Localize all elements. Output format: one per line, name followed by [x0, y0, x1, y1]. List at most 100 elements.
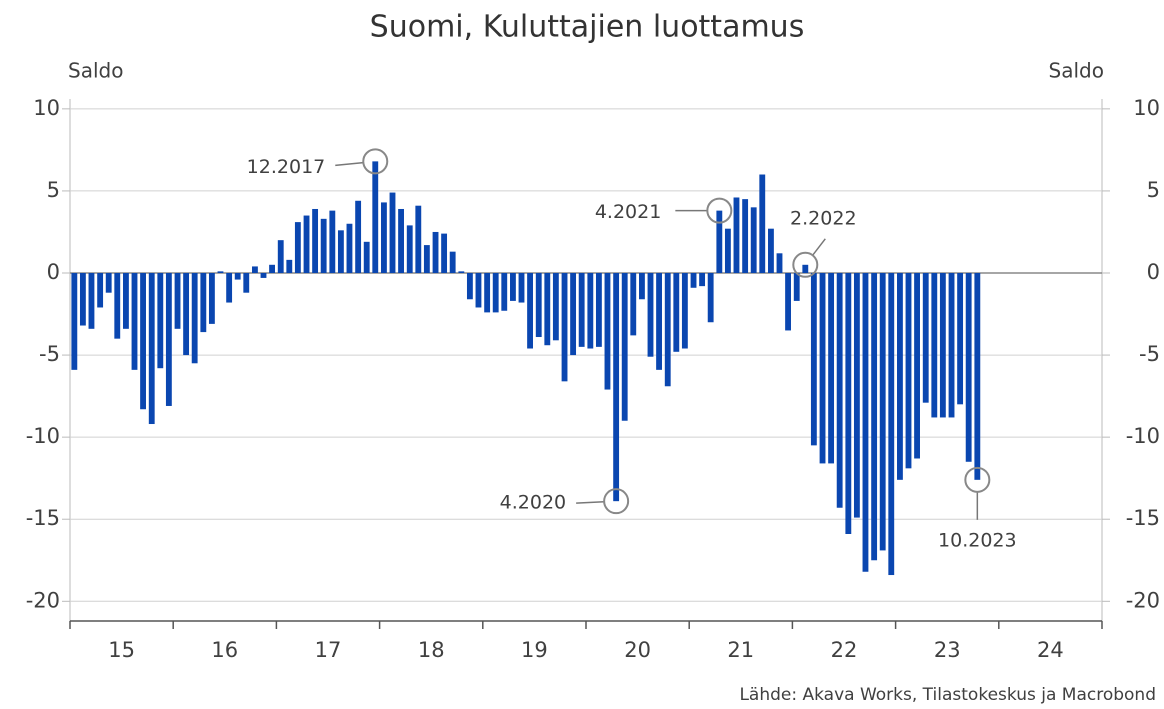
annotation-circle — [362, 148, 389, 175]
bar — [768, 228, 774, 273]
bar — [381, 202, 387, 273]
bar — [862, 273, 869, 572]
bar — [957, 273, 964, 405]
bar — [733, 197, 740, 273]
y-tick-label: -10 — [26, 424, 60, 448]
bar — [639, 273, 645, 300]
annotation-label: 10.2023 — [938, 529, 1017, 551]
bar — [613, 273, 620, 502]
bar — [948, 273, 955, 418]
bar — [836, 273, 843, 508]
bar — [810, 273, 817, 446]
y-tick-label: 5 — [47, 178, 60, 202]
source: Lähde: Akava Works, Tilastokeskus ja Mac… — [739, 685, 1156, 705]
bar — [931, 273, 938, 418]
bar — [140, 273, 146, 410]
y-tick-label: 0 — [47, 260, 60, 284]
bar — [552, 273, 559, 341]
bar — [432, 231, 439, 273]
bar — [690, 273, 697, 288]
bar — [363, 241, 370, 273]
annotation-label: 4.2021 — [595, 201, 661, 223]
bar — [742, 199, 749, 273]
bar — [578, 273, 585, 347]
bar — [200, 273, 207, 333]
x-tick-label: 15 — [108, 638, 135, 662]
bar — [802, 264, 809, 273]
bar — [320, 218, 327, 273]
bar — [441, 233, 448, 273]
bar — [510, 273, 516, 301]
bar — [570, 273, 577, 356]
bar — [699, 273, 706, 287]
bar — [647, 273, 654, 357]
bar — [716, 210, 723, 273]
bar — [604, 273, 611, 390]
x-tick-label: 20 — [624, 638, 651, 662]
x-tick-label: 24 — [1037, 638, 1064, 662]
bar — [269, 264, 275, 273]
bar — [303, 215, 310, 273]
bar — [97, 273, 104, 308]
bar — [372, 161, 379, 273]
y-tick-label: 10 — [33, 96, 60, 120]
annotation-circle — [792, 251, 819, 278]
bar — [595, 273, 602, 347]
x-tick-label: 21 — [727, 638, 754, 662]
x-tick-label: 17 — [315, 638, 342, 662]
bar — [759, 174, 766, 273]
bar — [312, 208, 319, 273]
bar — [853, 273, 860, 518]
bar — [466, 273, 473, 300]
bar — [922, 273, 929, 403]
bar — [449, 251, 456, 273]
bar — [398, 208, 404, 273]
bar — [707, 273, 714, 323]
bar — [458, 271, 465, 273]
bar — [785, 273, 791, 331]
bar — [664, 273, 671, 387]
bar — [208, 273, 215, 324]
chart-title: Suomi, Kuluttajien luottamus — [370, 10, 805, 45]
y-tick-label: -5 — [39, 342, 60, 366]
annotation-label: 4.2020 — [500, 492, 566, 514]
annotation-line — [335, 161, 364, 167]
bar — [226, 273, 233, 303]
annotation-circle — [964, 466, 991, 493]
x-tick-label: 16 — [211, 638, 238, 662]
bar — [888, 273, 895, 576]
y-tick-label: -15 — [26, 506, 60, 530]
x-tick-label: 19 — [521, 638, 548, 662]
bar — [527, 273, 533, 349]
y2-tick-label: 0 — [1147, 260, 1160, 284]
bar — [879, 273, 886, 551]
bar — [484, 273, 491, 313]
bar — [157, 273, 164, 369]
bar — [939, 273, 946, 418]
bar — [88, 273, 95, 329]
bar — [252, 266, 258, 273]
bar — [423, 245, 430, 273]
x-tick-label: 23 — [934, 638, 961, 662]
y2-tick-label: -5 — [1139, 342, 1160, 366]
annotation-circle — [706, 197, 733, 224]
bar — [148, 273, 155, 425]
bar — [415, 205, 422, 273]
bar — [724, 228, 731, 273]
bar — [828, 273, 835, 464]
bar — [355, 200, 362, 273]
bar — [871, 273, 878, 561]
bar — [535, 273, 542, 338]
bar — [71, 273, 78, 370]
bar — [123, 273, 129, 329]
bar — [346, 223, 353, 273]
annotation-label: 12.2017 — [247, 156, 326, 178]
annotation-circle — [603, 488, 630, 515]
bar — [974, 273, 981, 480]
bar — [621, 273, 628, 421]
bar — [174, 273, 181, 329]
x-tick-label: 18 — [418, 638, 445, 662]
bar — [277, 240, 284, 273]
bar — [518, 273, 525, 303]
bar — [105, 273, 112, 293]
